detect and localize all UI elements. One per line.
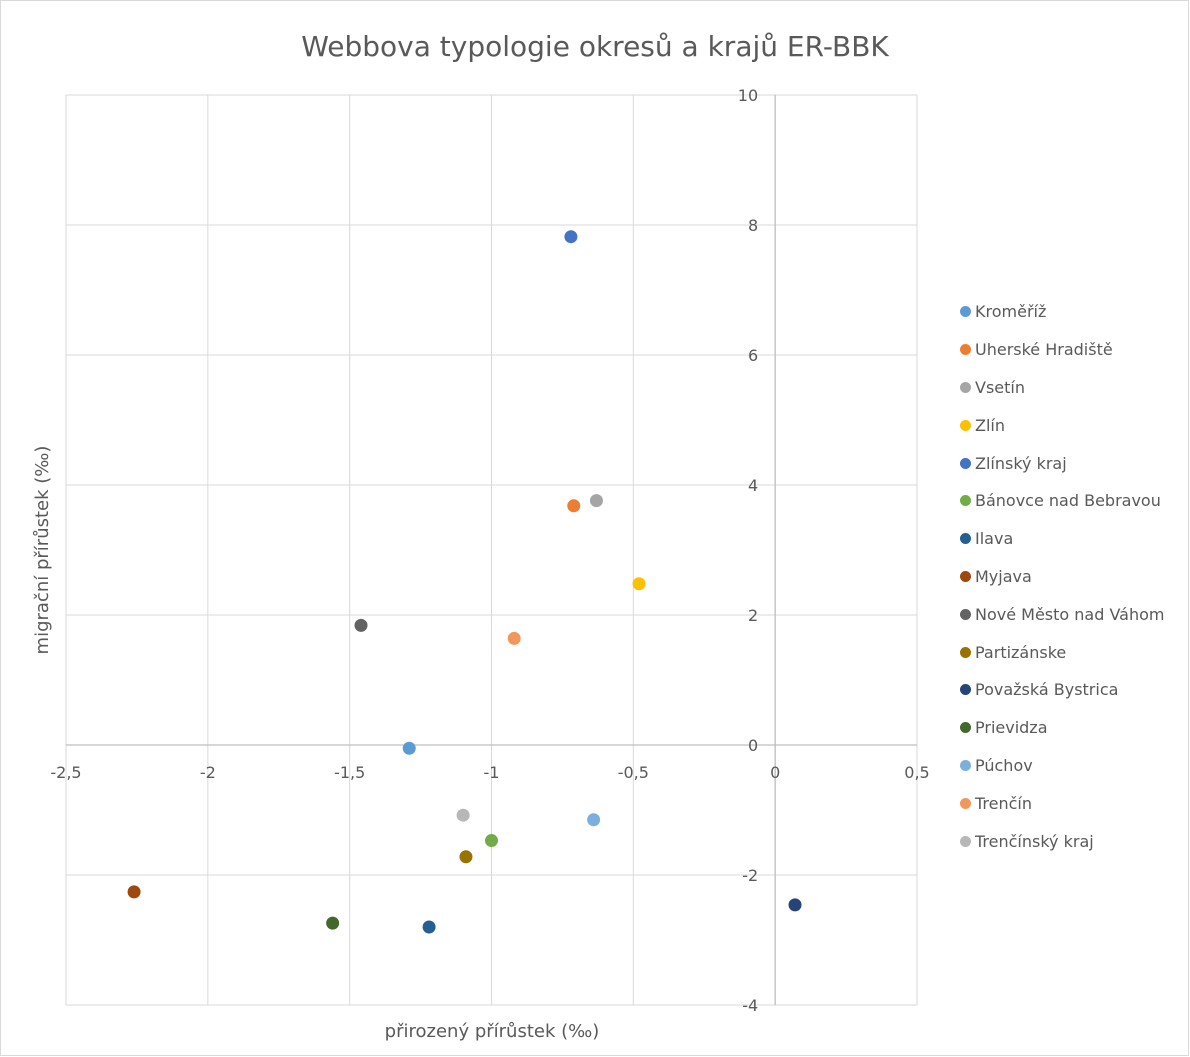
data-point [788, 898, 802, 912]
y-tick-label: 2 [748, 606, 758, 625]
x-tick-label: 0,5 [904, 763, 929, 782]
legend-label: Vsetín [975, 377, 1025, 397]
x-tick-label: -2,5 [50, 763, 81, 782]
grid-lines [65, 94, 918, 1006]
legend-marker-icon [960, 306, 971, 318]
legend-marker-icon [960, 646, 971, 658]
legend-item: Bánovce nad Bebravou [960, 482, 1185, 520]
data-point [422, 920, 436, 934]
legend-item: Myjava [960, 558, 1185, 596]
y-tick-label: -2 [742, 866, 758, 885]
y-tick-label: -4 [742, 996, 758, 1015]
legend-marker-icon [960, 570, 971, 582]
legend-label: Považská Bystrica [975, 680, 1119, 700]
tick-labels: -2,5 -2 -1,5 -1 -0,5 0 0,5 -4 -2 0 2 4 6 8 10 [50, 86, 929, 1015]
legend-marker-icon [960, 533, 971, 545]
x-tick-label: -1,5 [334, 763, 365, 782]
legend-marker-icon [960, 608, 971, 620]
legend-item: Vsetín [960, 369, 1185, 407]
data-point [459, 850, 473, 864]
data-point [564, 230, 578, 244]
data-point [485, 834, 498, 848]
data-point [589, 494, 603, 508]
y-tick-label: 4 [748, 476, 758, 495]
data-point [456, 808, 470, 822]
legend-label: Zlín [975, 415, 1005, 435]
axes [66, 95, 917, 1005]
legend-marker-icon [960, 381, 971, 393]
legend-marker-icon [960, 835, 971, 847]
legend-marker-icon [960, 457, 971, 469]
legend-item: Uherské Hradiště [960, 331, 1185, 369]
legend-item: Zlín [960, 406, 1185, 444]
data-point [632, 577, 646, 591]
x-tick-label: -1 [484, 763, 500, 782]
legend-marker-icon [960, 797, 971, 809]
x-tick-label: -0,5 [618, 763, 649, 782]
legend-item: Nové Město nad Váhom [960, 595, 1185, 633]
legend-marker-icon [960, 344, 971, 356]
data-point [326, 916, 340, 930]
legend-label: Bánovce nad Bebravou [975, 491, 1161, 511]
legend-item: Považská Bystrica [960, 671, 1185, 709]
legend-label: Prievidza [975, 718, 1048, 738]
legend-item: Zlínský kraj [960, 444, 1185, 482]
y-tick-label: 8 [748, 216, 758, 235]
x-tick-label: -2 [200, 763, 216, 782]
legend-marker-icon [960, 684, 971, 696]
legend-label: Myjava [975, 566, 1032, 586]
legend-item: Trenčínský kraj [960, 822, 1185, 860]
legend-item: Partizánske [960, 633, 1185, 671]
legend-item: Prievidza [960, 709, 1185, 747]
chart-title: Webbova typologie okresů a krajů ER-BBK [301, 30, 889, 63]
data-point [507, 631, 521, 645]
legend-label: Ilava [975, 529, 1014, 549]
legend-label: Púchov [975, 755, 1033, 775]
legend: Kroměříž Uherské Hradiště Vsetín Zlín Zlínsk… [960, 293, 1185, 860]
data-points [127, 230, 802, 934]
y-axis-title: migrační přírůstek (‰) [32, 446, 53, 655]
legend-label: Zlínský kraj [975, 453, 1067, 473]
y-tick-label: 6 [748, 346, 758, 365]
legend-marker-icon [960, 722, 971, 734]
legend-item: Trenčín [960, 784, 1185, 822]
y-tick-label: 10 [738, 86, 758, 105]
x-axis-title: přirozený přírůstek (‰) [385, 1021, 600, 1042]
legend-label: Nové Město nad Váhom [975, 604, 1165, 624]
legend-label: Uherské Hradiště [975, 340, 1113, 360]
x-tick-label: 0 [770, 763, 780, 782]
legend-item: Kroměříž [960, 293, 1185, 331]
legend-label: Partizánske [975, 642, 1067, 662]
y-tick-label: 0 [748, 736, 758, 755]
data-point [127, 885, 141, 899]
legend-item: Ilava [960, 520, 1185, 558]
data-point [354, 618, 368, 632]
legend-item: Púchov [960, 747, 1185, 785]
data-point [567, 499, 581, 513]
legend-label: Kroměříž [975, 302, 1047, 322]
data-point [402, 741, 416, 755]
legend-label: Trenčín [975, 793, 1033, 813]
legend-marker-icon [960, 495, 971, 507]
legend-marker-icon [960, 419, 971, 431]
data-point [587, 813, 601, 827]
legend-marker-icon [960, 759, 971, 771]
legend-label: Trenčínský kraj [975, 831, 1094, 851]
